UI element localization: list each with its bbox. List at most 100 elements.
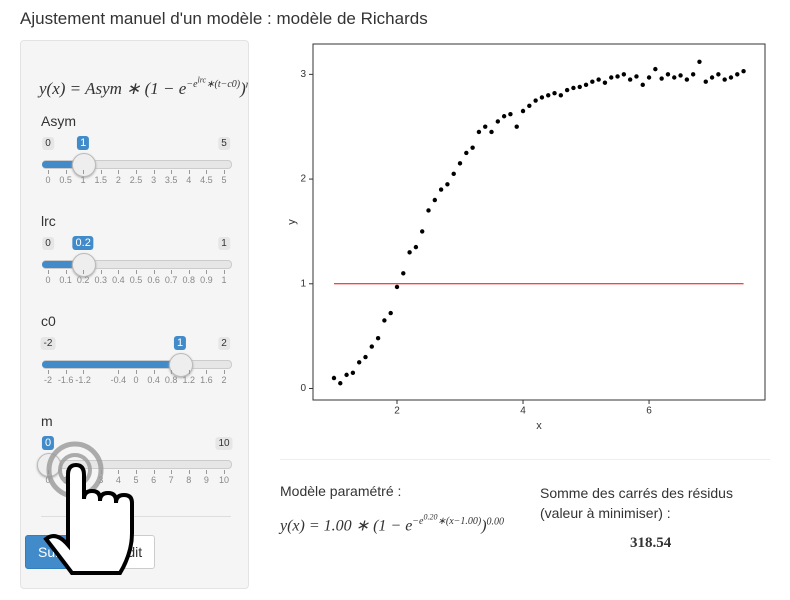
data-point (684, 77, 690, 82)
data-point (672, 75, 677, 80)
slider-tick (171, 270, 173, 274)
slider-tick (188, 470, 190, 474)
data-point (533, 98, 538, 103)
slider-label: m (41, 413, 53, 429)
data-point (388, 310, 393, 316)
slider-fill (42, 161, 84, 168)
slider-handle[interactable] (37, 453, 61, 477)
data-point (438, 187, 444, 192)
slider-value: 0.2 (72, 236, 94, 250)
data-point (508, 111, 513, 117)
slider-tick (188, 370, 190, 374)
slider-tick (206, 370, 208, 374)
data-point (564, 87, 570, 93)
slider-tick (171, 470, 173, 474)
slider-value: 1 (173, 336, 187, 350)
slider-tick-label: -2 (43, 375, 53, 385)
slider-tick-label: 8 (186, 475, 192, 485)
edit-button[interactable]: Edit (105, 535, 156, 569)
slider-tick (188, 270, 190, 274)
data-point (495, 119, 501, 124)
slider-tick-label: 0 (45, 175, 51, 185)
slider-tick (48, 470, 49, 474)
slider-min: 0 (42, 237, 54, 250)
data-point (363, 354, 368, 360)
slider-tick (65, 370, 67, 374)
formula-part: −e (412, 516, 424, 528)
slider-fill (42, 261, 84, 268)
slider-tick (118, 370, 120, 374)
formula-exponent: 0.00 (487, 516, 505, 527)
slider-tick-label: 4 (186, 175, 192, 185)
data-point (489, 129, 494, 135)
slider-tick (224, 470, 225, 474)
data-point (577, 84, 582, 90)
data-point (646, 75, 652, 80)
formula-exponent: −elrc∗(t−c0) (186, 76, 240, 90)
slider-tick-label: 5 (221, 175, 227, 185)
x-tick-label: 6 (646, 406, 652, 417)
slider-value: 0 (41, 436, 55, 450)
formula-part: y(x) = 1.00 ∗ (1 − e (280, 517, 413, 535)
slider-tick (206, 170, 208, 174)
slider-min: -2 (40, 337, 56, 350)
data-point (583, 82, 589, 88)
slider-tick (224, 170, 225, 174)
slider-max: 5 (218, 137, 230, 150)
slider-tick-label: 2 (80, 475, 86, 485)
submit-button[interactable]: Submit (25, 535, 95, 569)
slider-tick-label: 0.4 (147, 375, 160, 385)
slider-tick-label: 0.6 (147, 275, 160, 285)
data-point (621, 72, 627, 77)
slider-tick-label: 0.4 (112, 275, 125, 285)
slider-tick (224, 270, 225, 274)
slider-tick-label: 6 (151, 475, 157, 485)
slider-tick (83, 370, 85, 374)
data-point (596, 77, 601, 82)
data-point (394, 284, 400, 290)
data-point (539, 95, 545, 100)
slider-tick (171, 170, 173, 174)
data-point (401, 271, 406, 276)
data-point (451, 171, 456, 177)
formula-exponent: 0.20 (423, 513, 437, 522)
sidebar: y(x) = Asym ∗ (1 − e−elrc∗(t−c0))m Asym 0… (20, 40, 249, 589)
data-point (703, 79, 708, 84)
slider-value: 1 (77, 136, 90, 150)
y-tick-label: 3 (300, 69, 306, 80)
data-point (407, 250, 412, 255)
data-point (665, 72, 671, 77)
data-point (709, 75, 715, 80)
data-point (338, 381, 343, 386)
data-point (558, 93, 564, 98)
data-point (546, 93, 551, 98)
data-point (344, 372, 349, 378)
formula: y(x) = Asym ∗ (1 − e−elrc∗(t−c0))m (39, 76, 248, 99)
slider-tick-label: 0.8 (164, 375, 178, 385)
slider-tick (83, 170, 85, 174)
data-point (457, 161, 463, 166)
slider-tick-label: 0.8 (182, 275, 196, 285)
data-point (369, 344, 374, 349)
data-point (640, 82, 645, 88)
slider-tick (136, 170, 137, 174)
data-point (445, 182, 450, 187)
data-point (741, 69, 746, 74)
slider-label: Asym (41, 113, 76, 129)
data-point (627, 77, 633, 82)
slider-tick-label: 4 (115, 475, 121, 485)
data-point (653, 66, 658, 72)
slider-tick-label: 2.5 (129, 175, 143, 185)
data-point (690, 72, 696, 77)
slider-handle[interactable] (72, 153, 97, 177)
formula-part: 0.00 (486, 516, 505, 528)
data-point (382, 318, 387, 323)
slider-tick (206, 470, 208, 474)
slider-tick (83, 270, 85, 274)
slider-handle[interactable] (72, 253, 97, 277)
slider-tick-label: 10 (218, 475, 230, 485)
slider-label: c0 (41, 313, 56, 329)
slider-tick-label: 5 (133, 475, 139, 485)
slider-tick (118, 270, 120, 274)
